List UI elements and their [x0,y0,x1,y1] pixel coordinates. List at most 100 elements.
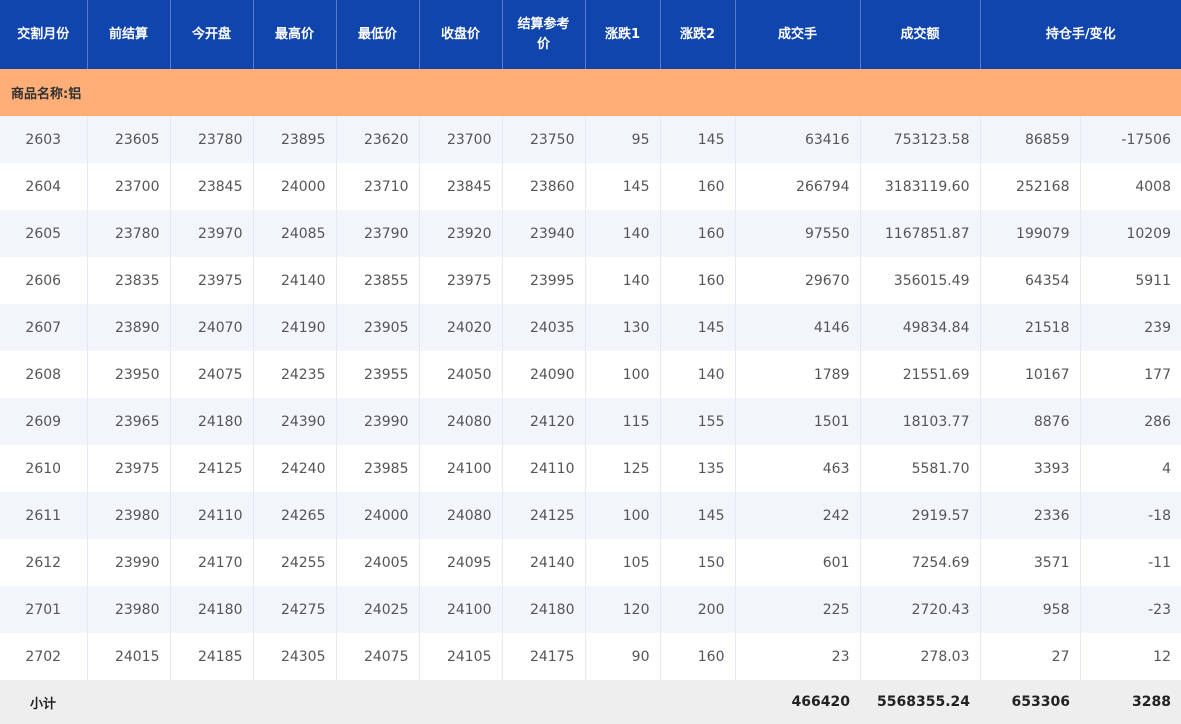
table-cell: 23965 [86,398,170,445]
table-cell: 177 [1079,351,1181,398]
subtotal-empty [419,680,502,724]
table-row: 2610 23975 24125 24240 23985 24100 24110 125 135… [0,445,1181,492]
table-cell: 23855 [335,257,419,304]
table-cell: 2604 [0,163,87,210]
table-cell: 3571 [979,539,1080,586]
table-cell: 10209 [1079,210,1181,257]
table-cell: 115 [584,398,660,445]
table-cell: 23780 [86,210,170,257]
table-cell: 10167 [979,351,1080,398]
subtotal-row: 小计 466420 5568355.24 653306 3288 [0,680,1181,724]
table-cell: 24080 [418,398,502,445]
table-cell: 24000 [335,492,419,539]
table-cell: 753123.58 [859,116,980,163]
table-row: 2701 23980 24180 24275 24025 24100 24180 120 200… [0,586,1181,633]
table-cell: 23620 [335,116,419,163]
column-header: 最低价 [335,0,419,69]
column-header: 交割月份 [0,0,87,69]
table-cell: 2702 [0,633,87,680]
table-cell: 23990 [335,398,419,445]
table-cell: 120 [584,586,660,633]
table-cell: 252168 [979,163,1080,210]
subtotal-empty [170,680,253,724]
table-cell: 24240 [252,445,336,492]
table-cell: 24110 [169,492,253,539]
column-header: 结算参考价 [501,0,585,69]
table-cell: 24110 [501,445,585,492]
table-cell: 145 [584,163,660,210]
table-cell: 23845 [418,163,502,210]
table-cell: 24050 [418,351,502,398]
table-cell: 4008 [1079,163,1181,210]
table-cell: 23790 [335,210,419,257]
table-cell: 23895 [252,116,336,163]
table-cell: 24005 [335,539,419,586]
table-cell: 24085 [252,210,336,257]
subtotal-turnover: 5568355.24 [860,680,980,724]
column-header: 最高价 [252,0,336,69]
table-cell: 2701 [0,586,87,633]
table-cell: 23605 [86,116,170,163]
header-row: 交割月份 前结算 今开盘 最高价 最低价 收盘价 结算参考价 涨跌1 涨跌2 成交手 成交额 持仓手/… [0,0,1181,69]
table-cell: 24075 [169,351,253,398]
subtotal-change: 3288 [1080,680,1181,724]
table-cell: 24180 [501,586,585,633]
table-cell: 1501 [734,398,860,445]
table-cell: 24120 [501,398,585,445]
table-cell: 24000 [252,163,336,210]
table-cell: 200 [659,586,735,633]
table-cell: 239 [1079,304,1181,351]
table-cell: 23975 [86,445,170,492]
table-cell: 155 [659,398,735,445]
column-header: 涨跌2 [659,0,735,69]
table-cell: 24140 [252,257,336,304]
column-header: 收盘价 [418,0,502,69]
table-cell: 23970 [169,210,253,257]
table-cell: 24170 [169,539,253,586]
table-cell: 145 [659,492,735,539]
table-cell: 2608 [0,351,87,398]
table-cell: 100 [584,351,660,398]
table-cell: 24185 [169,633,253,680]
table-cell: 24175 [501,633,585,680]
table-cell: 23920 [418,210,502,257]
table-cell: 24075 [335,633,419,680]
table-cell: 23990 [86,539,170,586]
category-row: 商品名称:铝 [0,69,1181,116]
table-cell: 24125 [501,492,585,539]
table-cell: 24015 [86,633,170,680]
subtotal-empty [87,680,170,724]
table-cell: 8876 [979,398,1080,445]
table-cell: 160 [659,633,735,680]
table-cell: 2611 [0,492,87,539]
table-cell: 24020 [418,304,502,351]
table-row: 2603 23605 23780 23895 23620 23700 23750 95 145 6… [0,116,1181,163]
subtotal-empty [253,680,336,724]
table-cell: 125 [584,445,660,492]
table-cell: 130 [584,304,660,351]
table-cell: 356015.49 [859,257,980,304]
table-cell: 24305 [252,633,336,680]
table-cell: 5911 [1079,257,1181,304]
table-cell: 24390 [252,398,336,445]
subtotal-volume: 466420 [735,680,860,724]
table-cell: 1789 [734,351,860,398]
column-header: 前结算 [86,0,170,69]
table-cell: -23 [1079,586,1181,633]
table-cell: 1167851.87 [859,210,980,257]
table-cell: 97550 [734,210,860,257]
table-cell: 24080 [418,492,502,539]
table-cell: 24235 [252,351,336,398]
subtotal-empty [336,680,419,724]
table-cell: 286 [1079,398,1181,445]
table-cell: 145 [659,116,735,163]
table-cell: 23860 [501,163,585,210]
table-cell: 2610 [0,445,87,492]
table-cell: 23845 [169,163,253,210]
table-cell: 145 [659,304,735,351]
column-header: 今开盘 [169,0,253,69]
table-cell: 2607 [0,304,87,351]
table-cell: 3183119.60 [859,163,980,210]
table-cell: 24125 [169,445,253,492]
